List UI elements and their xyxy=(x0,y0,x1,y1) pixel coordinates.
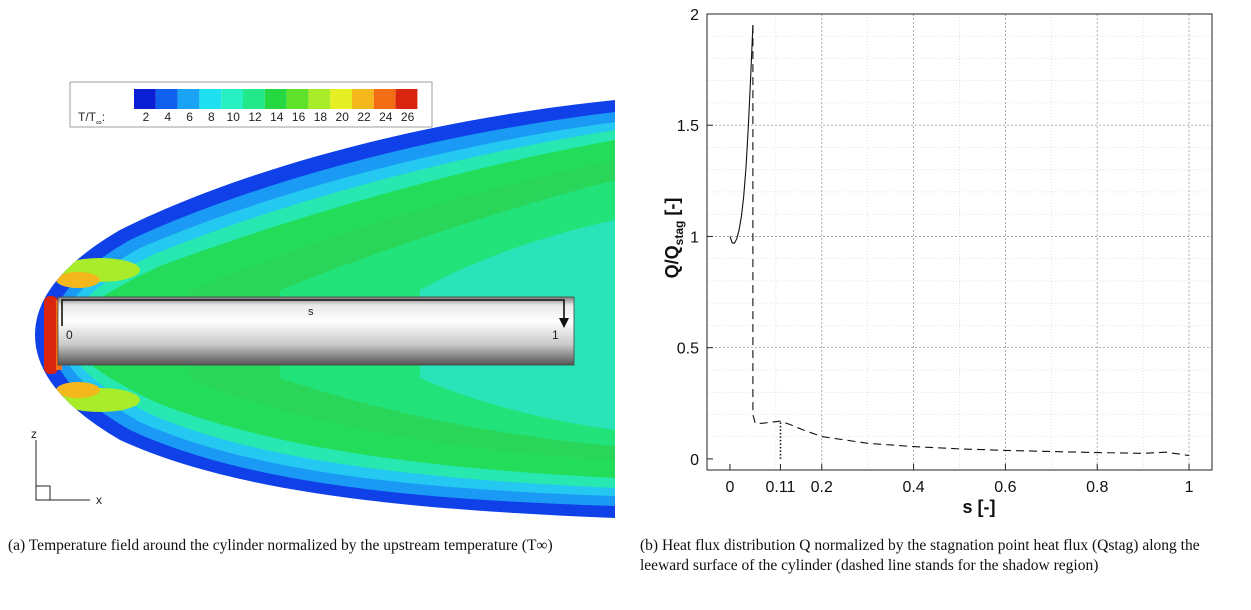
legend-swatch xyxy=(330,89,352,109)
legend-tick-label: 12 xyxy=(248,110,262,124)
axis-triad: z x xyxy=(31,427,102,507)
chart-lines xyxy=(729,25,1190,459)
legend-swatch xyxy=(308,89,331,109)
y-tick-label: 0 xyxy=(690,452,699,469)
legend-tick-label: 24 xyxy=(379,110,393,124)
cylinder-label-s: s xyxy=(308,306,314,318)
temperature-field-figure: s 0 1 T/T∞: 2 4 6 8 10 12 14 16 18 20 22 24 26 z x xyxy=(31,81,615,518)
caption-b: (b) Heat flux distribution Q normalized … xyxy=(640,537,1200,574)
legend-swatch xyxy=(286,89,309,109)
legend-tick-label: 16 xyxy=(292,110,306,124)
y-axis-label: Q/Qstag [-] xyxy=(662,198,686,279)
plot-frame xyxy=(706,13,1213,471)
cylinder-label-1: 1 xyxy=(552,328,559,342)
x-tick-label: 0.8 xyxy=(1086,479,1108,496)
color-legend: T/T∞: 2 4 6 8 10 12 14 16 18 20 22 24 26 xyxy=(69,81,433,128)
legend-swatch xyxy=(395,89,418,109)
legend-swatch xyxy=(177,89,200,109)
legend-tick-label: 26 xyxy=(401,110,415,124)
legend-swatch xyxy=(264,89,287,109)
legend-swatch xyxy=(221,89,243,109)
legend-ticks: 2 4 6 8 10 12 14 16 18 20 22 24 26 xyxy=(143,110,415,124)
axis-z-label: z xyxy=(31,427,37,441)
legend-tick-label: 8 xyxy=(208,110,215,124)
x-tick-label: 0.4 xyxy=(902,479,924,496)
legend-tick-label: 4 xyxy=(164,110,171,124)
legend-swatch xyxy=(243,89,265,109)
flow-field xyxy=(35,100,615,518)
x-tick-label: 0.2 xyxy=(811,479,833,496)
legend-tick-label: 14 xyxy=(270,110,284,124)
chart-grid xyxy=(707,14,1212,470)
cylinder xyxy=(57,296,575,366)
y-tick-label: 1 xyxy=(690,229,699,246)
legend-tick-label: 18 xyxy=(314,110,328,124)
legend-tick-label: 6 xyxy=(186,110,193,124)
legend-swatch xyxy=(155,89,178,109)
legend-tick-label: 22 xyxy=(357,110,371,124)
x-tick-label: 0.11 xyxy=(765,479,795,496)
series-line-solid xyxy=(729,25,754,244)
axis-x-label: x xyxy=(96,493,102,507)
y-tick-label: 2 xyxy=(690,7,699,24)
legend-swatch xyxy=(373,89,396,109)
legend-swatch xyxy=(352,89,374,109)
chart-ticks: 0 0.11 0.2 0.4 0.6 0.8 1 0 0.5 1 1.5 2 xyxy=(677,7,1194,496)
x-tick-label: 0.6 xyxy=(994,479,1016,496)
legend-tick-label: 20 xyxy=(336,110,350,124)
cylinder-label-0: 0 xyxy=(66,328,73,342)
series-line-dashed xyxy=(752,25,1190,457)
x-axis-label: s [-] xyxy=(963,497,996,517)
legend-label: T/T∞: xyxy=(78,110,105,127)
legend-swatch xyxy=(134,89,156,109)
x-tick-label: 1 xyxy=(1185,479,1194,496)
legend-swatches xyxy=(134,89,418,109)
legend-tick-label: 2 xyxy=(143,110,150,124)
y-tick-label: 1.5 xyxy=(677,118,699,135)
legend-tick-label: 10 xyxy=(227,110,241,124)
heat-flux-chart: 0 0.11 0.2 0.4 0.6 0.8 1 0 0.5 1 1.5 2 s [-] Q/Qsta… xyxy=(662,7,1213,517)
legend-swatch xyxy=(199,89,222,109)
caption-a: (a) Temperature field around the cylinde… xyxy=(8,537,553,554)
s-path-arrow xyxy=(61,299,565,326)
x-tick-label: 0 xyxy=(726,479,735,496)
y-tick-label: 0.5 xyxy=(677,341,699,358)
